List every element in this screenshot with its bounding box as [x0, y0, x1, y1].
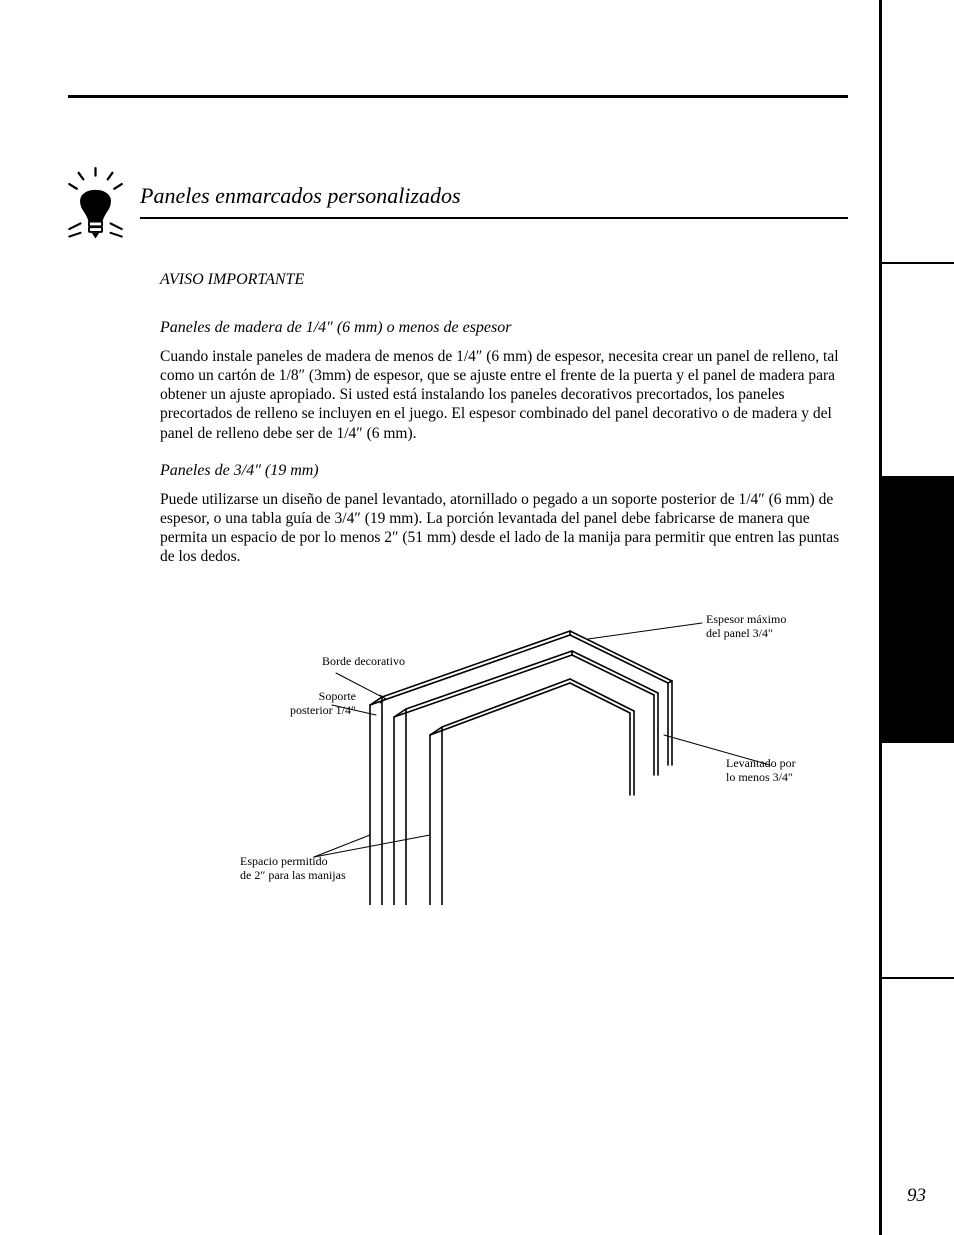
tab-segment-0 [882, 0, 954, 264]
diagram-label-left-1: Soporte [319, 689, 356, 703]
diagram-label-b-1: Espacio permitido [240, 854, 328, 868]
tip-icon-area [58, 165, 133, 255]
diagram-label-trim: Borde decorativo [322, 655, 405, 669]
page-number: 93 [907, 1185, 926, 1207]
diagram-label-b-2: de 2″ para las manijas [240, 868, 346, 882]
diagram-label-bottom: Espacio permitido de 2″ para las manijas [240, 855, 346, 883]
sub-heading-2: Paneles de 3/4″ (19 mm) [160, 461, 850, 481]
lightbulb-tip-icon [58, 165, 133, 250]
header-rule [140, 217, 848, 219]
panel-diagram-svg [270, 605, 790, 905]
panel-diagram: Borde decorativo Soporte posterior 1/4″ … [270, 605, 790, 905]
diagram-label-r-2: lo menos 3/4″ [726, 770, 793, 784]
sub-heading-1: Paneles de madera de 1/4″ (6 mm) o menos… [160, 318, 850, 338]
paragraph-1: Cuando instale paneles de madera de meno… [160, 347, 850, 443]
diagram-label-left-2: posterior 1/4″ [290, 703, 356, 717]
tab-segment-1 [882, 264, 954, 478]
section-tab-bar [879, 0, 954, 1235]
diagram-label-tr-2: del panel 3/4″ [706, 626, 773, 640]
paragraph-2: Puede utilizarse un diseño de panel leva… [160, 490, 850, 567]
notice-heading: AVISO IMPORTANTE [160, 270, 850, 290]
diagram-label-r-1: Levantado por [726, 756, 796, 770]
header-title: Paneles enmarcados personalizados [140, 183, 461, 209]
page-content: Paneles enmarcados personalizados AVISO … [0, 0, 880, 1235]
top-rule [68, 95, 848, 98]
diagram-label-left: Soporte posterior 1/4″ [290, 690, 356, 718]
body-column: AVISO IMPORTANTE Paneles de madera de 1/… [160, 270, 850, 584]
diagram-label-right: Levantado por lo menos 3/4″ [726, 757, 796, 785]
tab-segment-2 [882, 478, 954, 743]
diagram-label-topright: Espesor máximo del panel 3/4″ [706, 613, 786, 641]
diagram-label-tr-1: Espesor máximo [706, 612, 786, 626]
tab-segment-3 [882, 743, 954, 979]
